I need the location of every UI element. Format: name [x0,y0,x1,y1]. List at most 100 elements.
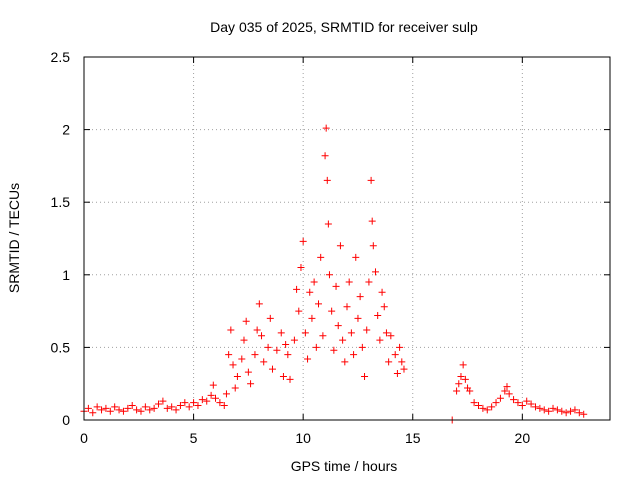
y-tick-label: 1 [62,267,70,283]
data-point [304,355,312,363]
data-point [290,336,298,344]
grid [84,57,610,420]
data-point [396,343,404,351]
y-axis-label: SRMTID / TECUs [6,183,22,293]
data-point [368,217,376,225]
data-point [347,329,355,337]
data-point [190,399,198,407]
data-point [549,404,557,412]
data-point [466,387,474,395]
data-point [391,351,399,359]
data-point [308,314,316,322]
data-point [315,300,323,308]
data-point [306,288,314,296]
srmtid-series [80,124,588,424]
data-point [222,390,230,398]
data-point [336,242,344,250]
data-point [580,410,588,418]
data-point [203,397,211,405]
data-point [527,400,535,408]
data-point [558,407,566,415]
data-point [505,390,513,398]
data-point [483,406,491,414]
data-point [233,372,241,380]
data-point [98,406,106,414]
data-point [571,406,579,414]
data-point [352,253,360,261]
data-point [536,404,544,412]
data-point [251,351,259,359]
data-point [488,403,496,411]
data-point [455,380,463,388]
data-point [380,303,388,311]
data-point [286,375,294,383]
data-point [545,407,553,415]
data-point [325,271,333,279]
data-point [358,343,366,351]
data-point [128,401,136,409]
data-point [111,403,119,411]
data-point [461,375,469,383]
x-tick-label: 10 [295,430,311,446]
data-point [198,396,206,404]
x-tick-label: 15 [405,430,421,446]
data-point [310,278,318,286]
data-point [371,268,379,276]
data-point [258,332,266,340]
data-point [398,358,406,366]
data-point [238,355,246,363]
data-point [378,288,386,296]
data-point [172,406,180,414]
data-point [334,322,342,330]
data-point [374,311,382,319]
data-point [382,329,390,337]
plot-frame [83,56,611,421]
data-point [365,278,373,286]
data-point [553,406,561,414]
data-point [273,346,281,354]
data-point [492,399,500,407]
data-point [150,404,158,412]
data-point [350,351,358,359]
data-point [225,351,233,359]
data-point [323,176,331,184]
x-tick-label: 5 [190,430,198,446]
data-point [514,399,522,407]
data-point [181,399,189,407]
data-point [115,406,123,414]
x-axis-label: GPS time / hours [291,458,398,474]
y-tick-label: 0.5 [51,339,71,355]
data-point [185,403,193,411]
data-point [93,403,101,411]
data-point [575,409,583,417]
data-point [163,404,171,412]
data-point [376,336,384,344]
data-point [102,404,110,412]
data-point [470,399,478,407]
data-point [501,387,509,395]
data-point [216,399,224,407]
data-point [284,351,292,359]
data-point [242,317,250,325]
data-point [330,346,338,354]
data-point [295,307,303,315]
data-point [207,391,215,399]
data-point [106,407,114,415]
data-point [168,403,176,411]
data-point [319,332,327,340]
data-point [510,396,518,404]
data-point [220,401,228,409]
chart-title: Day 035 of 2025, SRMTID for receiver sul… [210,19,478,35]
data-point [369,242,377,250]
data-point [475,401,482,409]
data-point [321,152,329,160]
y-tick-label: 2.5 [51,49,71,65]
data-point [322,124,330,132]
data-point [155,400,163,408]
data-point [209,381,217,389]
data-point [400,365,408,373]
data-point [387,332,395,340]
data-point [141,403,149,411]
data-point [385,358,393,366]
